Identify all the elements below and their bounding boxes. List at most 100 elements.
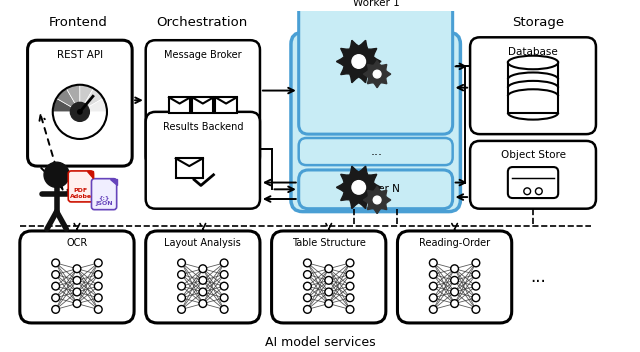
Text: Object Store: Object Store — [500, 150, 566, 161]
Circle shape — [325, 288, 333, 296]
Circle shape — [178, 271, 186, 278]
Bar — [169, 98, 190, 113]
Circle shape — [524, 188, 531, 195]
Circle shape — [178, 259, 186, 267]
Circle shape — [451, 265, 458, 272]
Text: PDF
Adobe: PDF Adobe — [70, 188, 92, 199]
Circle shape — [178, 282, 186, 290]
Circle shape — [346, 259, 354, 267]
Text: ...: ... — [370, 145, 382, 158]
Circle shape — [373, 196, 381, 204]
Bar — [192, 98, 214, 113]
FancyBboxPatch shape — [20, 231, 134, 323]
Wedge shape — [80, 85, 93, 112]
FancyBboxPatch shape — [299, 170, 452, 209]
Circle shape — [429, 294, 437, 302]
Circle shape — [94, 259, 102, 267]
Circle shape — [325, 300, 333, 307]
Circle shape — [472, 259, 480, 267]
Circle shape — [77, 109, 83, 115]
Circle shape — [199, 276, 207, 284]
Wedge shape — [80, 88, 103, 112]
FancyBboxPatch shape — [299, 138, 452, 165]
Circle shape — [352, 181, 365, 194]
Circle shape — [472, 294, 480, 302]
Polygon shape — [337, 166, 381, 209]
Circle shape — [73, 265, 81, 272]
Bar — [508, 62, 558, 113]
Text: Pipeline: Pipeline — [318, 16, 371, 29]
Text: ...: ... — [530, 269, 546, 287]
FancyBboxPatch shape — [68, 171, 93, 202]
Circle shape — [52, 282, 60, 290]
Circle shape — [472, 282, 480, 290]
FancyBboxPatch shape — [146, 112, 260, 209]
Circle shape — [429, 271, 437, 278]
Wedge shape — [67, 85, 80, 112]
FancyBboxPatch shape — [92, 179, 116, 210]
Circle shape — [73, 300, 81, 307]
Circle shape — [325, 265, 333, 272]
Circle shape — [373, 70, 381, 78]
FancyBboxPatch shape — [146, 231, 260, 323]
Circle shape — [52, 271, 60, 278]
Circle shape — [178, 294, 186, 302]
Text: Message Broker: Message Broker — [164, 50, 242, 60]
Circle shape — [303, 259, 311, 267]
Polygon shape — [110, 179, 116, 186]
Bar — [216, 98, 237, 113]
FancyBboxPatch shape — [470, 37, 596, 134]
Circle shape — [303, 294, 311, 302]
Circle shape — [199, 300, 207, 307]
Circle shape — [429, 282, 437, 290]
Wedge shape — [56, 88, 80, 112]
Circle shape — [44, 162, 69, 187]
FancyBboxPatch shape — [397, 231, 512, 323]
Text: Worker 1: Worker 1 — [353, 0, 399, 8]
Circle shape — [472, 271, 480, 278]
Circle shape — [94, 282, 102, 290]
Text: Frontend: Frontend — [49, 16, 108, 29]
FancyBboxPatch shape — [271, 231, 386, 323]
Circle shape — [73, 288, 81, 296]
Circle shape — [429, 306, 437, 313]
Bar — [176, 158, 203, 178]
FancyBboxPatch shape — [299, 0, 452, 134]
Text: Orchestration: Orchestration — [156, 16, 248, 29]
Text: Worker N: Worker N — [352, 184, 400, 194]
Circle shape — [220, 282, 228, 290]
Circle shape — [178, 306, 186, 313]
Polygon shape — [337, 40, 381, 83]
Circle shape — [199, 265, 207, 272]
Circle shape — [536, 188, 542, 195]
Circle shape — [220, 271, 228, 278]
Text: Table Structure: Table Structure — [292, 238, 365, 247]
Circle shape — [325, 276, 333, 284]
Circle shape — [346, 282, 354, 290]
Ellipse shape — [508, 56, 558, 69]
Circle shape — [70, 102, 90, 121]
Circle shape — [220, 294, 228, 302]
Circle shape — [220, 259, 228, 267]
Polygon shape — [364, 61, 391, 88]
Polygon shape — [364, 186, 391, 214]
Text: OCR: OCR — [67, 238, 88, 247]
FancyBboxPatch shape — [291, 32, 460, 212]
Circle shape — [472, 306, 480, 313]
Circle shape — [303, 282, 311, 290]
Circle shape — [94, 294, 102, 302]
Circle shape — [303, 306, 311, 313]
Circle shape — [52, 306, 60, 313]
Text: {:}
JSON: {:} JSON — [95, 196, 113, 206]
Text: Results Backend: Results Backend — [163, 122, 243, 132]
Polygon shape — [86, 171, 93, 178]
Circle shape — [94, 271, 102, 278]
Circle shape — [73, 276, 81, 284]
Wedge shape — [80, 98, 107, 112]
FancyBboxPatch shape — [470, 141, 596, 209]
FancyBboxPatch shape — [508, 167, 558, 198]
FancyBboxPatch shape — [146, 40, 260, 166]
Wedge shape — [52, 98, 80, 112]
Text: AI model services: AI model services — [265, 336, 375, 349]
Circle shape — [303, 271, 311, 278]
